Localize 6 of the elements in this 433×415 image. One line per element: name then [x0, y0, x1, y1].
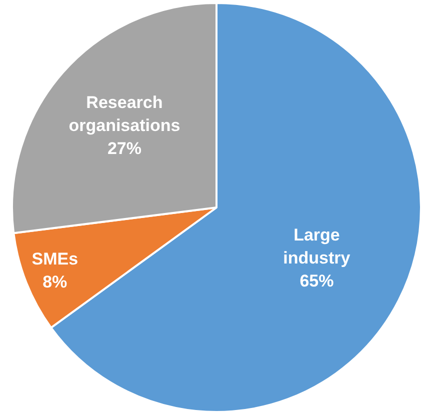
slice-label: SMEs	[32, 250, 78, 269]
data-label: 8%	[42, 272, 68, 292]
slice-label: Research organisations	[68, 93, 180, 136]
data-label: 27%	[107, 139, 142, 158]
slice-label: Large industry	[283, 225, 351, 268]
data-label: 65%	[300, 271, 334, 290]
